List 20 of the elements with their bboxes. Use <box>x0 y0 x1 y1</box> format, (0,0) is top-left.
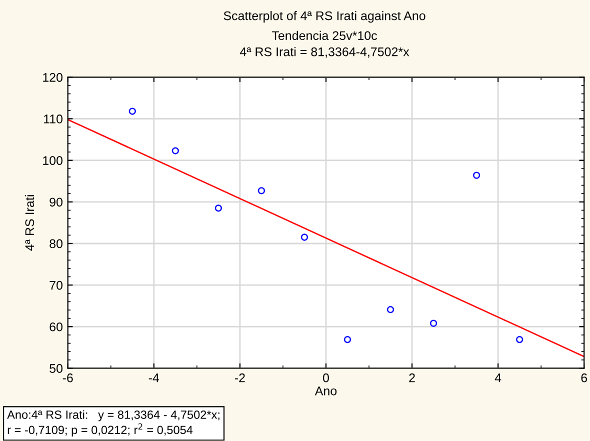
y-tick-label: 90 <box>50 198 62 207</box>
y-tick-label: 80 <box>50 239 62 248</box>
x-tick-label: 4 <box>494 374 502 382</box>
y-axis-title: 4ª RS Irati <box>24 195 34 251</box>
x-axis-title: Ano <box>314 386 337 396</box>
x-tick-label: 2 <box>409 373 415 382</box>
x-tick-label: 6 <box>581 373 588 382</box>
x-tick-label: 0 <box>322 373 329 382</box>
y-tick-label: 100 <box>43 156 62 165</box>
x-tick-label: -6 <box>62 373 73 382</box>
chart-subtitle: Tendencia 25v*10c 4ª RS Irati = 81,3364-4,7502*x <box>240 30 410 58</box>
y-tick-label: 120 <box>43 72 62 82</box>
y-tick-label: 70 <box>50 280 62 290</box>
x-tick-label: -4 <box>148 374 160 382</box>
x-tick-label: -2 <box>234 373 245 382</box>
y-tick-label: 110 <box>44 114 62 124</box>
chart-title: Scatterplot of 4ª RS Irati against Ano <box>224 11 426 23</box>
y-tick-label: 50 <box>50 364 62 373</box>
text: Ano:4ª RS Irati: y = 81,3364 - 4,7502*x; r = -0,7109; p = 0,0212; r$^{2}$ = 0,5054 <box>7 410 220 436</box>
y-tick-label: 60 <box>50 322 62 332</box>
